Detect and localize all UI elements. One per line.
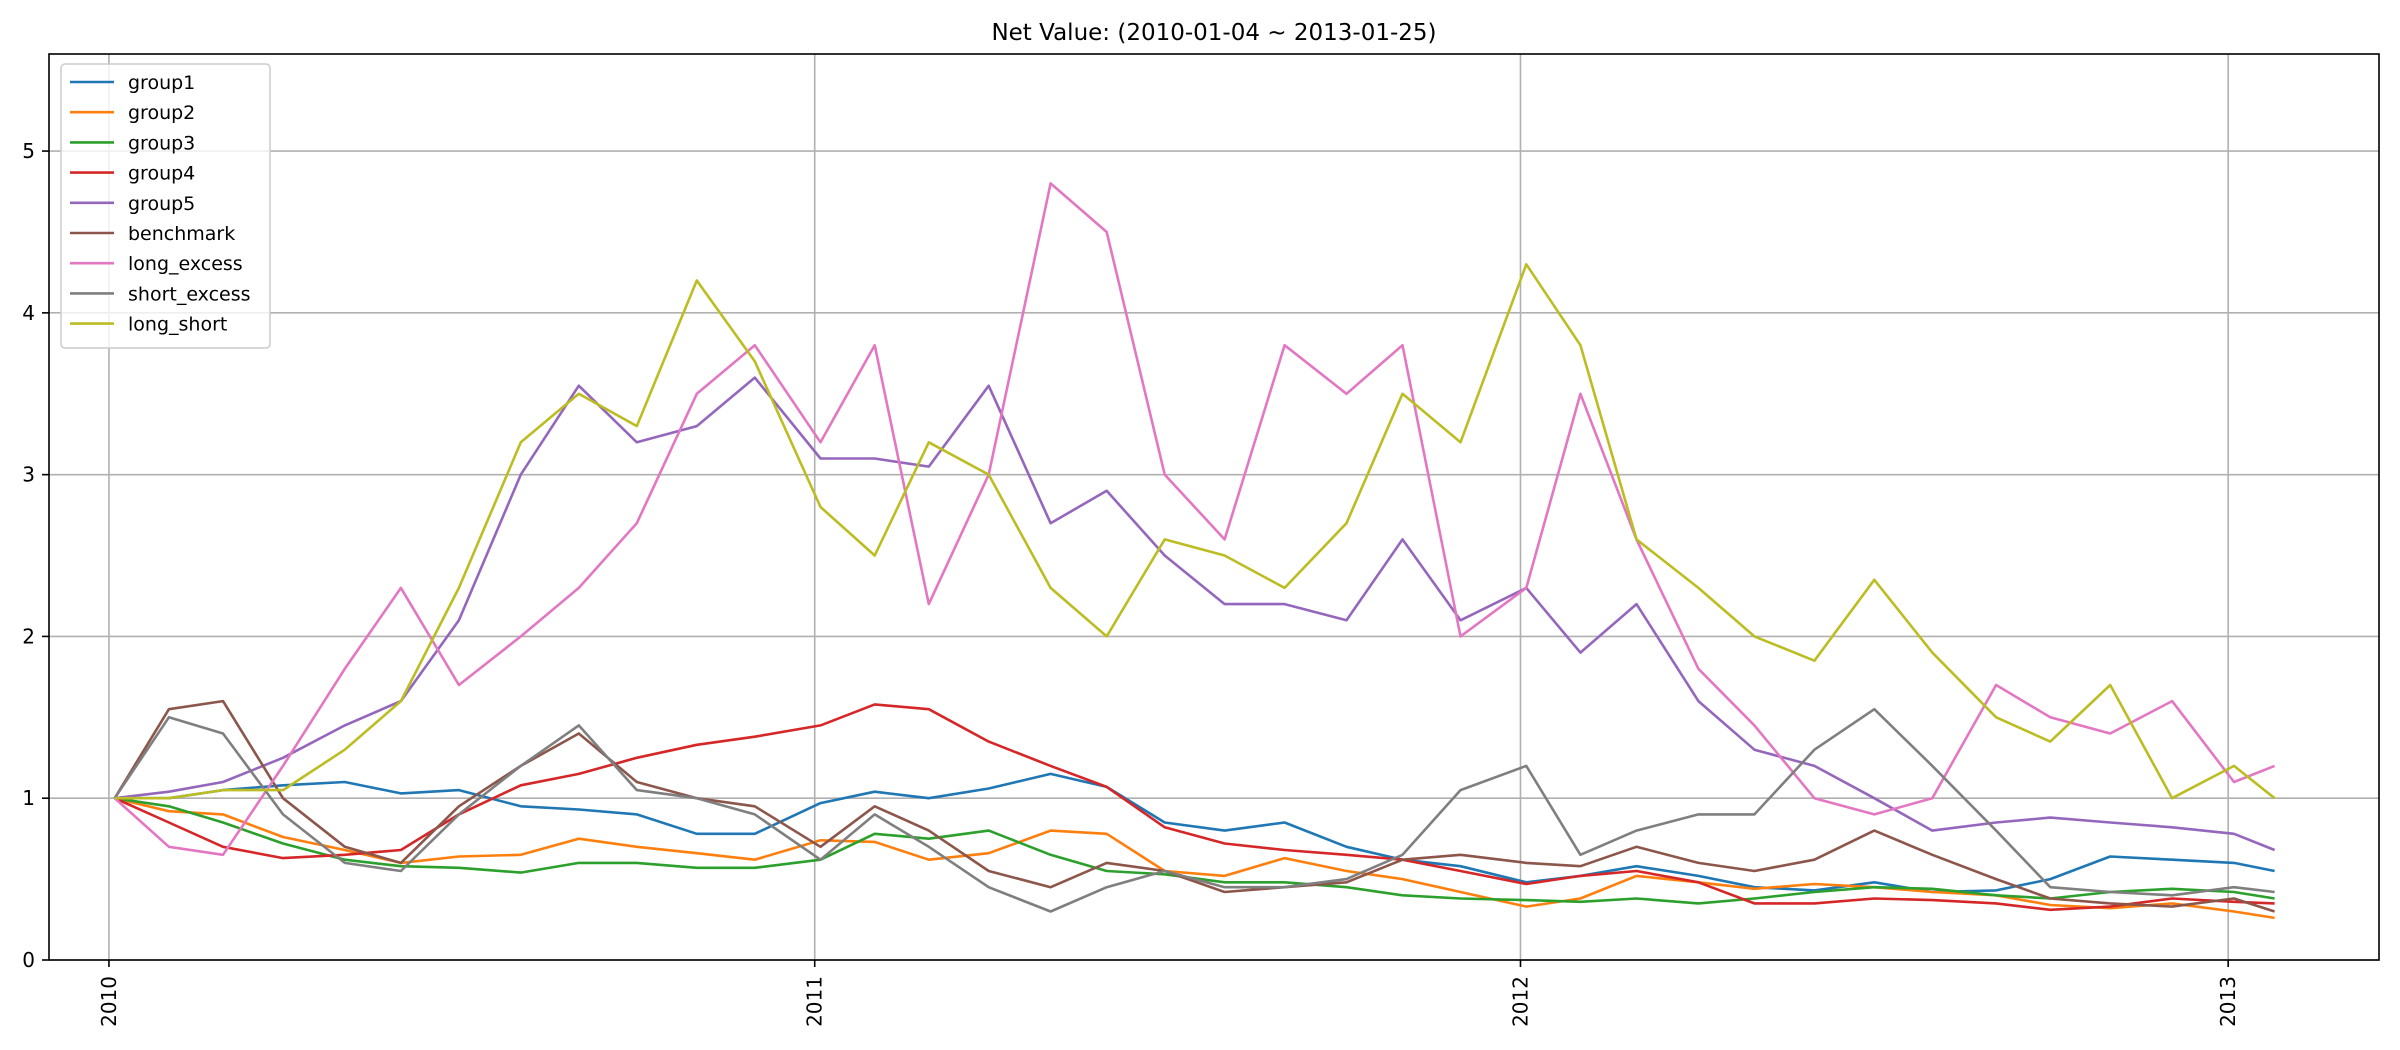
legend-label: long_short [128,314,227,336]
legend-label: long_excess [128,253,243,275]
x-tick-label: 2010 [97,976,121,1027]
series-line-long-excess [113,182,2276,857]
legend-label: group1 [128,72,195,94]
x-tick-label: 2012 [1508,976,1532,1027]
y-tick-label: 3 [22,463,35,487]
x-tick-label: 2013 [2216,976,2240,1027]
series-line-group2 [114,796,2275,920]
legend-label: group2 [128,102,195,124]
plot-frame [48,53,2380,961]
y-tick-label: 2 [22,624,35,648]
series-line-group4 [114,703,2275,912]
legend-box [60,63,271,349]
y-tick-label: 5 [22,139,35,163]
legend-label: group4 [128,163,195,185]
legend-label: group5 [128,193,195,215]
legend-label: group3 [128,132,195,154]
legend-label: short_excess [128,283,251,305]
series-lines [113,182,2276,920]
series-line-long-short [114,262,2276,800]
legend-label: benchmark [128,223,235,245]
x-tick-label: 2011 [803,976,827,1027]
y-tick-label: 1 [22,786,35,810]
series-line-short-excess [113,707,2275,913]
grid [49,54,2379,961]
axes: 0 1 2 3 4 5 2010 2011 2012 2013 [22,139,2240,1027]
legend: group1 group2 group3 group4 group5 benchmark l… [60,63,271,349]
series-line-benchmark [113,699,2275,913]
y-tick-label: 4 [22,301,35,325]
y-tick-label: 0 [22,948,35,972]
series-line-group3 [114,796,2275,905]
series-line-group5 [114,376,2276,852]
chart-title: Net Value: (2010-01-04 ~ 2013-01-25) [991,20,1436,46]
